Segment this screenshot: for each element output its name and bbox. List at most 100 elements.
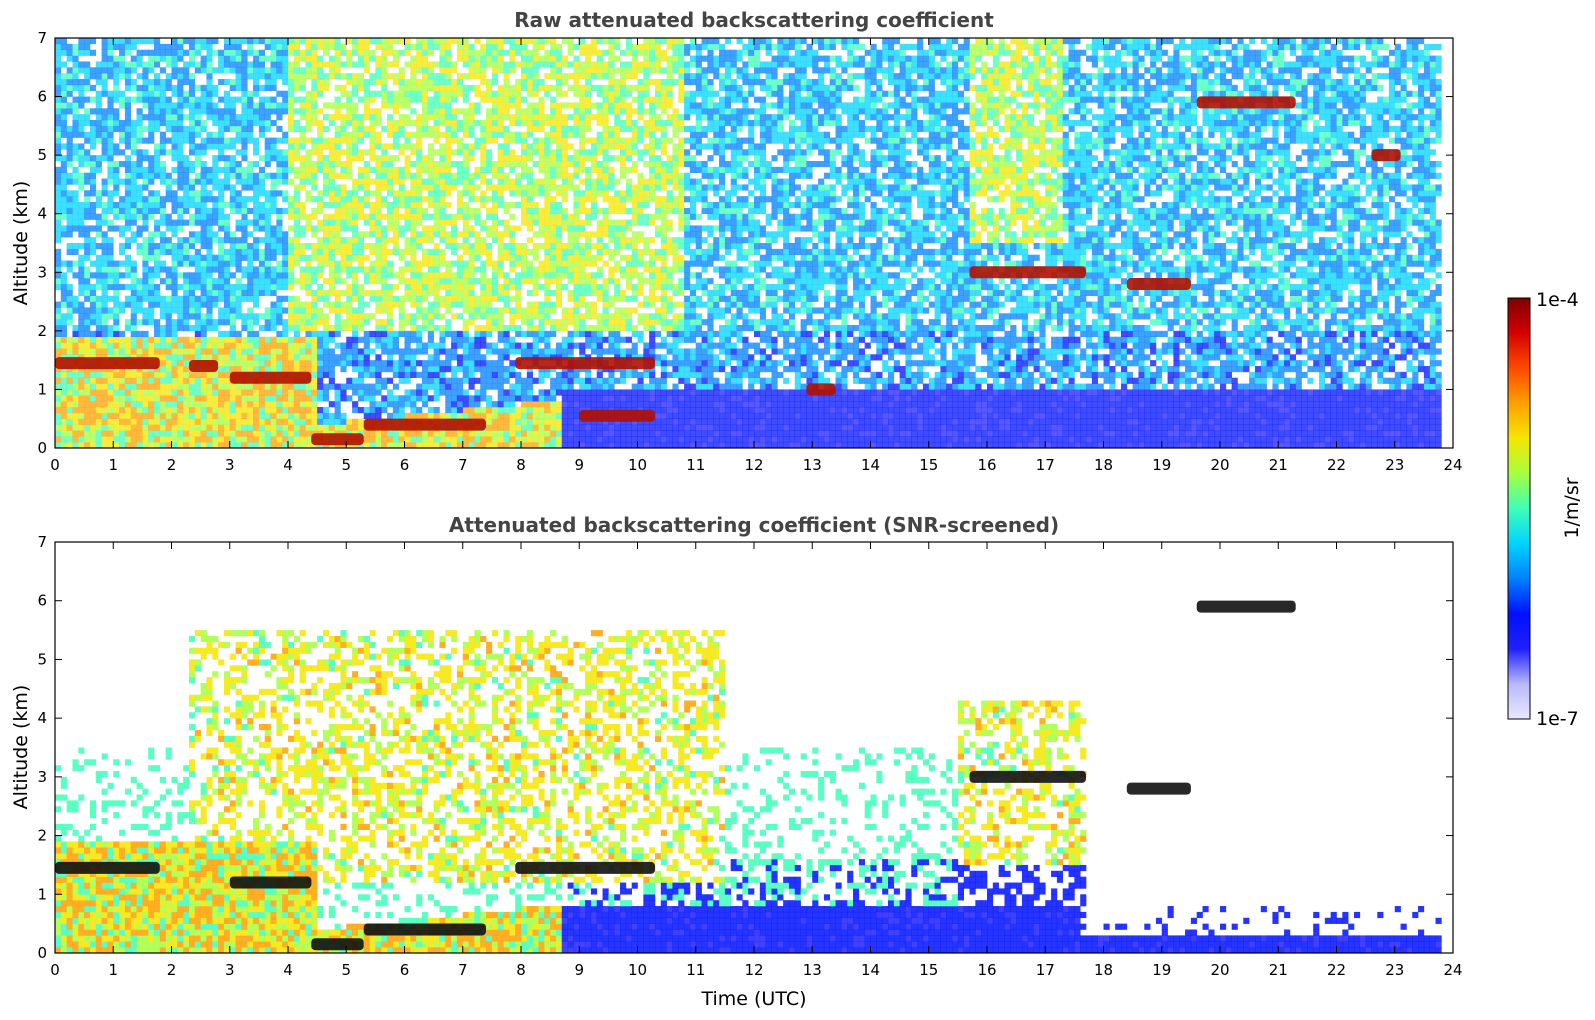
- heatmap-cell: [491, 366, 499, 373]
- heatmap-cell: [410, 149, 417, 156]
- heatmap-cell: [136, 412, 143, 420]
- heatmap-cell: [462, 225, 469, 232]
- heatmap-cell: [328, 272, 335, 279]
- heatmap-cell: [159, 330, 166, 338]
- heatmap-cell: [439, 436, 446, 443]
- heatmap-cell: [55, 196, 62, 203]
- heatmap-cell: [375, 325, 382, 332]
- heatmap-cell: [544, 155, 551, 162]
- heatmap-cell: [136, 96, 143, 103]
- heatmap-cell: [503, 149, 510, 156]
- heatmap-cell: [130, 377, 137, 384]
- heatmap-cell: [299, 401, 306, 408]
- heatmap-cell: [503, 96, 510, 103]
- heatmap-cell: [142, 442, 149, 448]
- heatmap-cell: [89, 407, 97, 414]
- heatmap-cell: [322, 73, 330, 80]
- heatmap-cell: [229, 354, 236, 361]
- heatmap-cell: [89, 108, 97, 115]
- heatmap-cell: [456, 254, 464, 261]
- heatmap-cell: [363, 330, 370, 338]
- heatmap-cell: [72, 407, 79, 414]
- heatmap-cell: [375, 430, 382, 437]
- heatmap-cell: [392, 38, 399, 45]
- heatmap-cell: [474, 172, 481, 179]
- heatmap-cell: [346, 243, 353, 250]
- heatmap-cell: [288, 125, 295, 133]
- heatmap-cell: [334, 389, 341, 396]
- heatmap-cell: [136, 213, 143, 220]
- heatmap-cell: [387, 114, 394, 121]
- heatmap-cell: [427, 149, 434, 156]
- heatmap-cell: [433, 79, 440, 86]
- heatmap-cell: [433, 325, 440, 332]
- heatmap-cell: [183, 295, 190, 302]
- heatmap-cell: [124, 336, 132, 343]
- heatmap-cell: [183, 436, 190, 443]
- heatmap-cell: [305, 430, 312, 437]
- heatmap-cell: [521, 108, 528, 115]
- heatmap-cell: [119, 90, 126, 97]
- heatmap-cell: [188, 114, 196, 121]
- heatmap-cell: [317, 108, 324, 115]
- heatmap-cell: [288, 90, 295, 97]
- heatmap-cell: [223, 442, 231, 448]
- heatmap-cell: [148, 401, 155, 408]
- heatmap-cell: [369, 430, 376, 437]
- heatmap-cell: [503, 354, 510, 361]
- heatmap-cell: [375, 295, 382, 302]
- heatmap-cell: [421, 120, 429, 127]
- heatmap-cell: [177, 73, 184, 80]
- heatmap-cell: [241, 96, 248, 103]
- heatmap-cell: [212, 131, 219, 138]
- heatmap-cell: [264, 248, 271, 256]
- heatmap-cell: [352, 289, 359, 297]
- heatmap-cell: [305, 219, 312, 226]
- heatmap-cell: [119, 207, 126, 215]
- heatmap-cell: [375, 377, 382, 384]
- heatmap-cell: [107, 418, 114, 425]
- heatmap-cell: [288, 442, 295, 448]
- heatmap-cell: [328, 202, 335, 209]
- heatmap-cell: [433, 38, 440, 45]
- heatmap-cell: [427, 301, 434, 308]
- heatmap-cell: [462, 301, 469, 308]
- heatmap-cell: [526, 213, 533, 220]
- heatmap-cell: [497, 96, 504, 103]
- heatmap-cell: [340, 196, 347, 203]
- heatmap-cell: [369, 266, 376, 273]
- heatmap-cell: [532, 202, 539, 209]
- heatmap-cell: [293, 155, 300, 162]
- heatmap-cell: [369, 407, 376, 414]
- heatmap-cell: [247, 395, 254, 402]
- heatmap-cell: [165, 418, 172, 425]
- heatmap-cell: [188, 84, 196, 92]
- heatmap-cell: [491, 90, 499, 97]
- heatmap-cell: [183, 79, 190, 86]
- heatmap-cell: [311, 272, 318, 279]
- heatmap-cell: [282, 190, 289, 197]
- heatmap-cell: [235, 178, 242, 185]
- heatmap-cell: [235, 389, 242, 396]
- heatmap-cell: [188, 184, 196, 191]
- heatmap-cell: [515, 330, 522, 338]
- heatmap-cell: [159, 418, 166, 425]
- heatmap-cell: [486, 360, 493, 367]
- heatmap-cell: [357, 307, 365, 314]
- heatmap-cell: [538, 55, 545, 62]
- heatmap-cell: [107, 254, 114, 261]
- heatmap-cell: [334, 424, 341, 431]
- heatmap-cell: [142, 424, 149, 431]
- heatmap-cell: [474, 395, 481, 402]
- heatmap-cell: [299, 207, 306, 215]
- heatmap-cell: [474, 336, 481, 343]
- heatmap-cell: [223, 284, 231, 291]
- heatmap-cell: [148, 418, 155, 425]
- heatmap-cell: [229, 38, 236, 45]
- heatmap-cell: [474, 430, 481, 437]
- heatmap-cell: [124, 383, 132, 390]
- heatmap-cell: [95, 412, 102, 420]
- heatmap-cell: [107, 196, 114, 203]
- heatmap-cell: [72, 395, 79, 402]
- heatmap-cell: [486, 79, 493, 86]
